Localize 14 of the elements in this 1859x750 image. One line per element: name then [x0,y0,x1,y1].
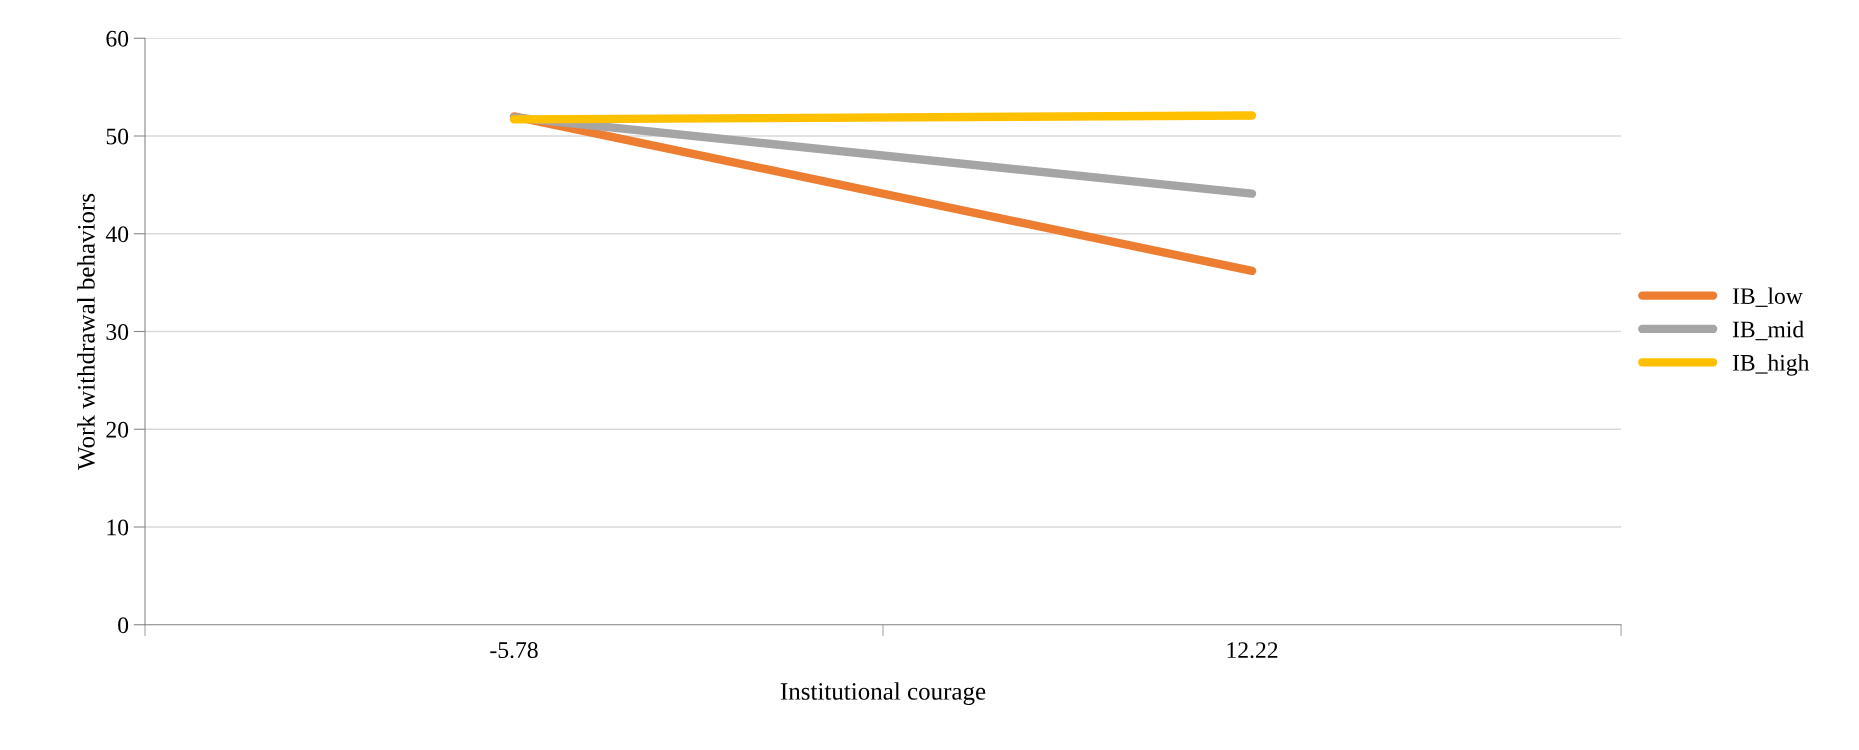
legend-label: IB_mid [1732,320,1804,341]
x-axis-title: Institutional courage [780,682,986,706]
legend-label: IB_low [1732,287,1803,307]
y-tick-label: 20 [106,421,129,438]
y-tick-label: 60 [106,30,129,47]
y-tick-label: 10 [107,519,129,536]
y-tick-label: 30 [106,323,129,340]
legend-label: IB_high [1732,354,1810,376]
y-tick-label: 50 [106,128,129,145]
y-tick-label: 40 [105,226,129,243]
x-tick-label: 12.22 [1227,642,1278,659]
x-tick-label: -5.78 [490,642,538,659]
y-axis-title: Work withdrawal behaviors [77,193,95,471]
y-tick-label: 0 [118,617,129,634]
